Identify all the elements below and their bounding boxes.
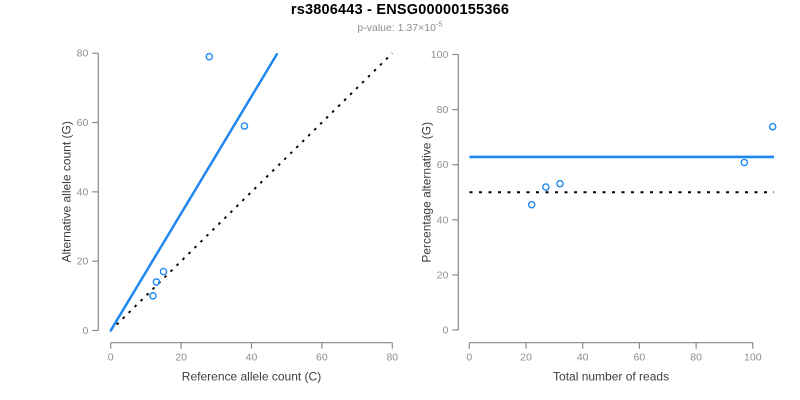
x-tick-label: 40: [577, 352, 589, 364]
pvalue-exponent: -5: [435, 19, 443, 29]
data-point: [205, 52, 214, 61]
data-point: [542, 183, 550, 191]
x-tick-label: 40: [246, 352, 258, 364]
pvalue-text: p-value: 1.37×10: [357, 22, 436, 34]
x-tick-label: 80: [386, 352, 398, 364]
data-point: [527, 200, 536, 209]
regression-line: [109, 53, 279, 332]
y-tick-label: 100: [431, 49, 449, 61]
identity-line: [110, 52, 393, 332]
y-tick-label: 20: [437, 269, 449, 281]
y-axis-title: Percentage alternative (G): [419, 122, 433, 263]
y-tick-label: 40: [77, 186, 89, 198]
y-tick-label: 40: [437, 214, 449, 226]
data-point: [159, 267, 168, 276]
data-point: [740, 158, 749, 167]
x-tick-label: 60: [634, 352, 646, 364]
x-tick-label: 100: [744, 352, 762, 364]
y-tick-label: 80: [437, 104, 449, 116]
y-axis-title: Alternative allele count (G): [59, 121, 73, 262]
y-tick-label: 60: [437, 159, 449, 171]
y-tick-label: 0: [442, 325, 448, 337]
y-tick-label: 0: [82, 325, 88, 337]
x-axis-title: Total number of reads: [553, 370, 669, 384]
data-point: [149, 292, 157, 300]
data-point: [240, 122, 249, 130]
x-tick-label: 60: [316, 352, 328, 364]
right-plot: 0 20 40 60 80 100 0 20 40 60 80 100 Total number of …: [419, 49, 777, 384]
x-tick-label: 0: [108, 352, 114, 364]
y-tick-label: 20: [77, 256, 89, 268]
left-plot: 0 20 40 60 80 0 20 40 60 80 Reference allele count…: [59, 48, 398, 384]
x-axis-title: Reference allele count (C): [182, 370, 321, 384]
x-tick-label: 20: [175, 352, 187, 364]
y-tick-label: 80: [77, 48, 89, 60]
figure-title: rs3806443 - ENSG00000155366: [290, 2, 510, 18]
x-tick-label: 80: [690, 352, 702, 364]
x-tick-label: 20: [520, 352, 532, 364]
x-tick-label: 0: [466, 352, 472, 364]
figure-subtitle: p-value: 1.37×10-5: [0, 19, 800, 34]
data-point: [556, 179, 564, 188]
data-point: [768, 122, 777, 131]
data-point: [152, 278, 161, 286]
y-tick-label: 60: [77, 117, 89, 129]
